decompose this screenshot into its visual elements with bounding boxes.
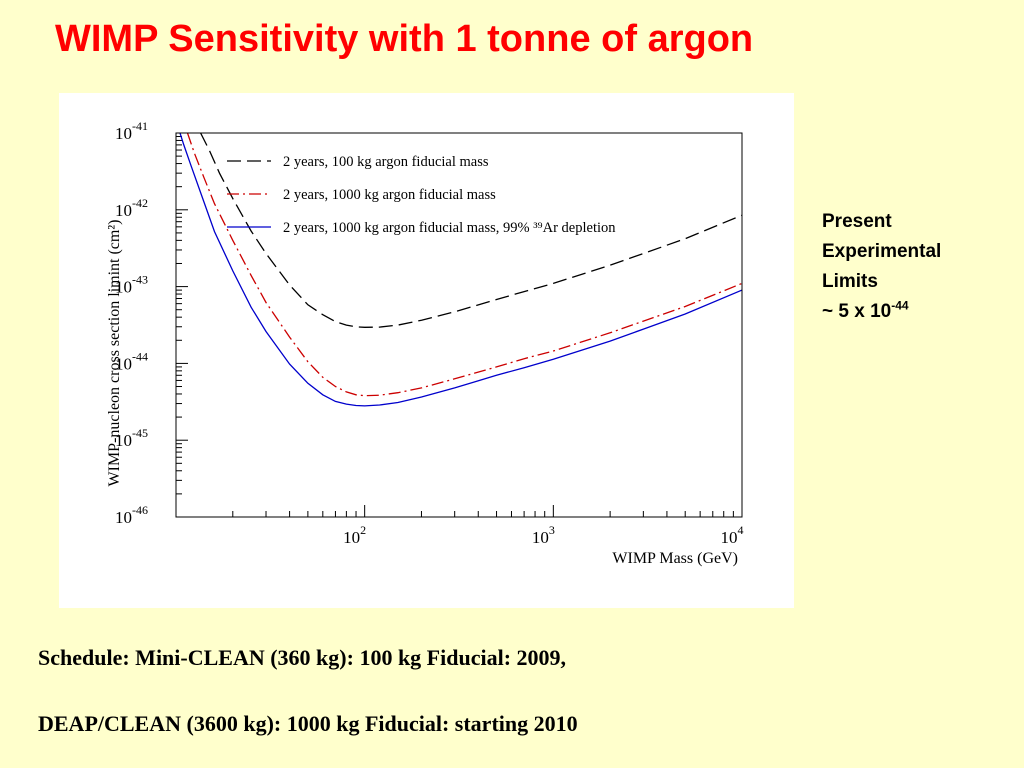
note-line-experimental: Experimental	[822, 241, 942, 262]
present-limits-note: Present Experimental Limits ~ 5 x 10-44	[822, 207, 941, 327]
y-tick-label: 10-41	[115, 119, 148, 143]
plot-frame	[175, 132, 743, 518]
note-limit-value: ~ 5 x 10-44	[822, 297, 941, 327]
slide-title: WIMP Sensitivity with 1 tonne of argon	[55, 18, 754, 60]
series-line-3	[179, 133, 742, 407]
x-tick-label: 102	[343, 523, 366, 547]
note-line-present: Present	[822, 211, 892, 232]
note-value-base: ~ 5 x 10	[822, 301, 892, 322]
sensitivity-chart: 2 years, 100 kg argon fiducial mass 2 yea…	[106, 119, 744, 567]
y-tick-label: 10-43	[115, 273, 148, 297]
y-tick-label: 10-45	[115, 426, 148, 450]
x-tick-label: 103	[532, 523, 555, 547]
axis-ticks	[176, 136, 734, 517]
y-tick-label: 10-42	[115, 196, 148, 220]
legend-label-2: 2 years, 1000 kg argon fiducial mass	[283, 187, 496, 203]
schedule-line-mini-clean: Schedule: Mini-CLEAN (360 kg): 100 kg Fi…	[38, 645, 567, 670]
x-tick-label: 104	[721, 523, 744, 547]
x-tick-labels: 102 103 104	[343, 523, 743, 547]
y-axis-label: WIMP-nucleon cross section limint (cm²)	[106, 220, 123, 487]
y-tick-label: 10-46	[115, 503, 148, 527]
y-tick-labels: 10-41 10-42 10-43 10-44 10-45 10-46	[115, 119, 148, 527]
note-value-exponent: -44	[891, 298, 909, 313]
y-tick-label: 10-44	[115, 349, 148, 373]
series-line-2	[186, 133, 742, 397]
legend-label-3: 2 years, 1000 kg argon fiducial mass, 99…	[283, 220, 616, 236]
plot-panel: 2 years, 100 kg argon fiducial mass 2 yea…	[59, 93, 794, 608]
schedule-line-deap-clean: DEAP/CLEAN (3600 kg): 1000 kg Fiducial: …	[38, 711, 578, 736]
x-axis-label: WIMP Mass (GeV)	[612, 550, 738, 567]
curves	[179, 133, 742, 407]
series-line-1	[200, 133, 742, 328]
legend-label-1: 2 years, 100 kg argon fiducial mass	[283, 154, 489, 170]
note-line-limits: Limits	[822, 271, 878, 292]
legend: 2 years, 100 kg argon fiducial mass 2 yea…	[227, 154, 616, 236]
